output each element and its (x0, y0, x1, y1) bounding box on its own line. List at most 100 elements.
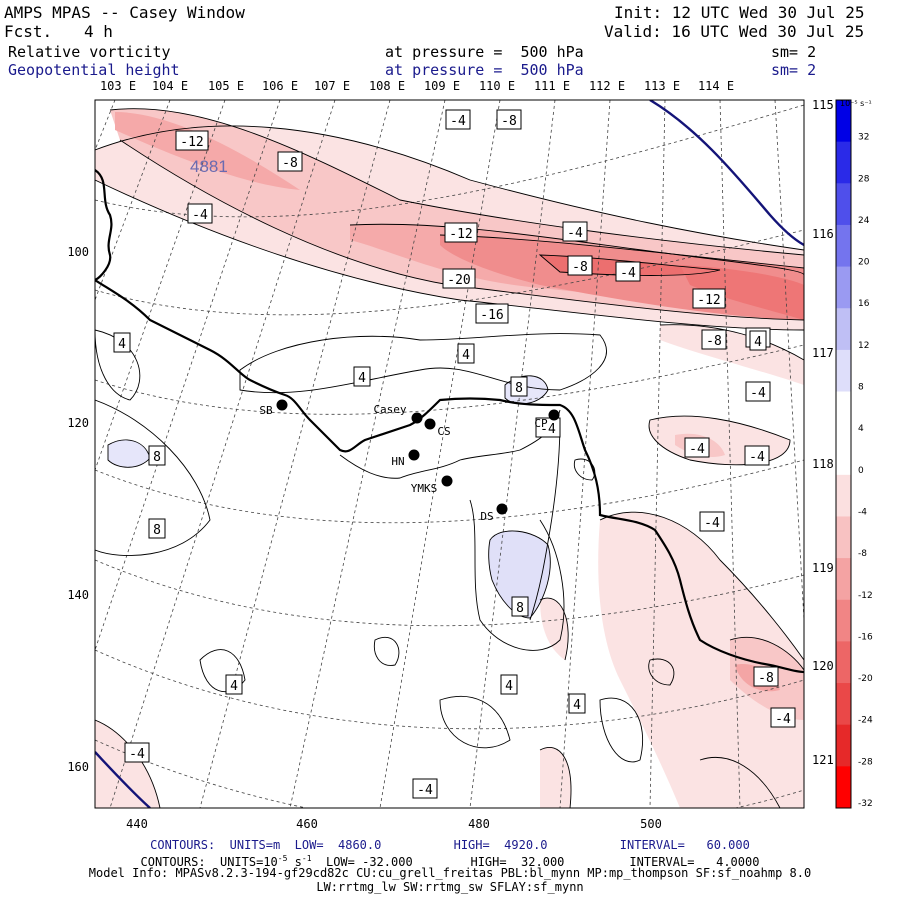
vorticity-value-label: -20 (442, 268, 476, 289)
longitude-label: 112 E (589, 79, 625, 93)
svg-text:4: 4 (573, 698, 581, 713)
footer-vort-part-c: LOW= -32.000 HIGH= 32.000 INTERVAL= 4.00… (311, 855, 760, 869)
svg-text:-4: -4 (689, 442, 705, 457)
colorbar-swatch (836, 308, 851, 351)
init-time: Init: 12 UTC Wed 30 Jul 25 (614, 3, 865, 22)
colorbar-tick-label: 16 (858, 299, 870, 309)
colorbar-swatch (836, 766, 851, 809)
station-marker: CS (424, 418, 451, 438)
svg-text:-4: -4 (750, 386, 766, 401)
vorticity-value-label: -4 (412, 778, 438, 799)
longitude-label: 104 E (152, 79, 188, 93)
forecast-value: 4 h (84, 22, 113, 41)
vorticity-value-label: -4 (445, 109, 471, 130)
station-marker: YMKS (411, 475, 453, 495)
colorbar-swatch (836, 599, 851, 642)
vorticity-value-label: -4 (770, 707, 796, 728)
svg-text:4: 4 (118, 337, 126, 352)
svg-text:-4: -4 (192, 208, 208, 223)
svg-text:4: 4 (358, 371, 366, 386)
svg-text:-4: -4 (129, 747, 145, 762)
colorbar-swatch (836, 516, 851, 559)
height-contour-label: 4881 (190, 157, 228, 176)
station-marker: CP (534, 409, 560, 430)
colorbar-tick-label: 0 (858, 466, 864, 476)
vorticity-value-label: -4 (699, 511, 725, 532)
x-tick-label: 480 (468, 817, 490, 831)
field2-smoothing: sm= 2 (771, 61, 817, 79)
svg-text:4: 4 (230, 679, 238, 694)
colorbar-tick-label: -24 (858, 716, 873, 726)
footer-physics-info: LW:rrtmg_lw SW:rrtmg_sw SFLAY:sf_mynn (316, 880, 584, 894)
y-axis-ticks: 100 120 140 160 (67, 245, 89, 774)
station-marker: DS (480, 503, 508, 523)
footer-vort-part-a: CONTOURS: UNITS=10 (140, 855, 278, 869)
vorticity-value-label: 4 (568, 693, 586, 714)
vorticity-value-label: -4 (745, 381, 771, 402)
vorticity-value-label: 4 (113, 332, 131, 353)
svg-text:4: 4 (462, 348, 470, 363)
y-tick-label: 160 (67, 760, 89, 774)
footer-vort-exp1: -5 (277, 854, 288, 863)
vorticity-value-label: -8 (753, 666, 779, 687)
svg-text:-4: -4 (775, 712, 791, 727)
colorbar-swatch (836, 141, 851, 184)
graticule (95, 100, 804, 808)
vorticity-value-label: -4 (124, 742, 150, 763)
vorticity-value-label: -4 (187, 203, 213, 224)
colorbar-tick-label: 4 (858, 424, 864, 434)
y-tick-label: 100 (67, 245, 89, 259)
vorticity-value-label: 4 (457, 343, 475, 364)
vorticity-value-label: 8 (510, 376, 528, 397)
svg-text:8: 8 (153, 523, 161, 538)
colorbar: 32 28 24 20 16 12 8 4 0 -4 -8 -12 -16 -20 -24 -28 -32 (835, 99, 873, 809)
colorbar-tick-label: 8 (858, 383, 864, 393)
svg-text:CP: CP (534, 417, 548, 430)
svg-text:-4: -4 (567, 226, 583, 241)
vorticity-value-label: -12 (692, 288, 726, 309)
vorticity-value-label: -4 (535, 417, 561, 438)
svg-text:-12: -12 (449, 227, 472, 242)
longitude-label: 113 E (644, 79, 680, 93)
svg-text:-12: -12 (180, 135, 203, 150)
svg-text:HN: HN (391, 455, 404, 468)
field2-name: Geopotential height (8, 61, 180, 79)
svg-text:-8: -8 (706, 334, 722, 349)
vorticity-value-label: 4 (749, 330, 767, 351)
longitude-label: 103 E (100, 79, 136, 93)
colorbar-swatch (836, 641, 851, 684)
longitude-label: 106 E (262, 79, 298, 93)
svg-text:-4: -4 (749, 450, 765, 465)
forecast-label: Fcst. (4, 22, 53, 41)
colorbar-frame (835, 99, 852, 809)
svg-text:CS: CS (437, 425, 450, 438)
colorbar-unit-label: 10⁻⁵ s⁻¹ (840, 99, 872, 108)
longitude-label: 105 E (208, 79, 244, 93)
longitude-label: 108 E (369, 79, 405, 93)
svg-text:SB: SB (259, 404, 273, 417)
colorbar-swatch (836, 100, 851, 143)
colorbar-tick-label: 20 (858, 258, 870, 268)
colorbar-swatch (836, 391, 851, 434)
colorbar-tick-label: -8 (858, 549, 867, 559)
svg-text:-16: -16 (480, 308, 503, 323)
colorbar-swatch (836, 474, 851, 517)
svg-text:-4: -4 (620, 266, 636, 281)
vorticity-value-label: -12 (175, 130, 209, 151)
colorbar-tick-label: -32 (858, 799, 873, 809)
vorticity-value-label: 4 (225, 674, 243, 695)
vorticity-value-label: 8 (148, 518, 166, 539)
vorticity-value-label: -4 (684, 437, 710, 458)
svg-text:-4: -4 (540, 422, 556, 437)
colorbar-tick-label: 28 (858, 174, 870, 184)
colorbar-tick-label: -12 (858, 591, 873, 601)
station-markers: SB Casey CS HN YMKS DS CP (259, 399, 560, 523)
colorbar-swatch (836, 183, 851, 226)
colorbar-tick-label: 24 (858, 216, 870, 226)
colorbar-swatch (836, 683, 851, 726)
ice-edge-line (339, 409, 561, 479)
station-marker: HN (391, 449, 420, 468)
svg-text:DS: DS (480, 510, 493, 523)
svg-text:-4: -4 (450, 114, 466, 129)
valid-time: Valid: 16 UTC Wed 30 Jul 25 (604, 22, 865, 41)
